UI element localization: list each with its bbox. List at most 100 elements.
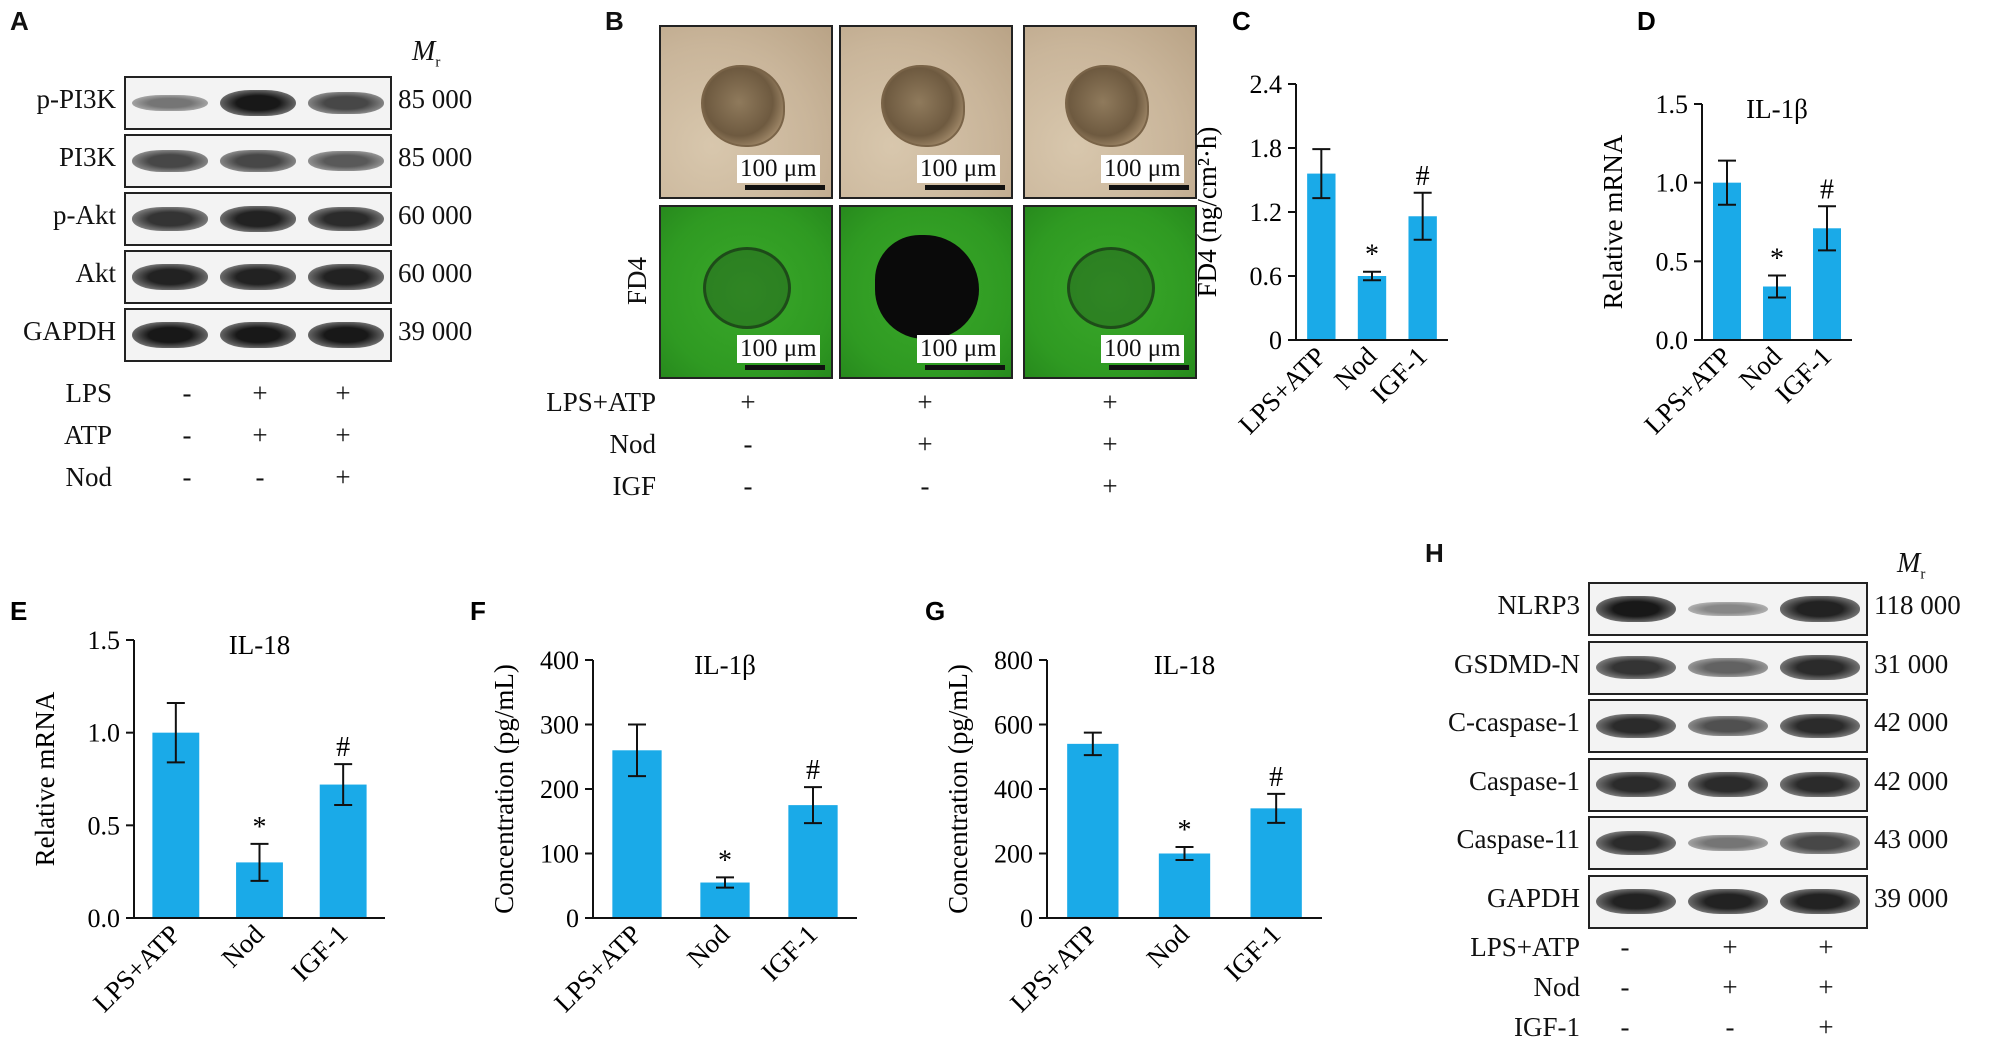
fd4-fluorescence-image: 100 μm (839, 205, 1013, 379)
organoid-silhouette (1067, 247, 1155, 329)
blot-band (308, 264, 384, 290)
blot-band (308, 206, 384, 232)
category-label: LPS+ATP (1233, 341, 1332, 440)
blot-band (132, 207, 208, 231)
treatment-sign: - (1620, 972, 1630, 1002)
molecular-weight: 85 000 (398, 142, 473, 172)
blot-label-caspase-11: Caspase-11 (1456, 824, 1580, 854)
panel-h-label: H (1425, 538, 1444, 568)
category-label: IGF-1 (1365, 341, 1433, 409)
y-axis-label: Relative mRNA (1598, 134, 1628, 309)
brightfield-image: 100 μm (839, 25, 1013, 199)
panel-letter: E (10, 596, 27, 626)
treatment-sign: + (917, 429, 933, 459)
treatment-label: LPS+ATP (1470, 932, 1580, 962)
molecular-weight: 39 000 (1874, 882, 1949, 913)
blot-label-c-caspase-1: C-caspase-1 (1448, 707, 1580, 737)
treatment-label: Nod (1533, 972, 1581, 1002)
organoid (701, 65, 785, 147)
panel-letter: C (1232, 6, 1251, 36)
molecular-weight: 42 000 (1874, 765, 1949, 796)
y-tick-label: 0.0 (88, 904, 121, 933)
blot-band (1780, 832, 1860, 854)
blot-band (1596, 655, 1676, 680)
treatment-label: LPS+ATP (546, 387, 656, 417)
treatment-sign: + (252, 378, 268, 408)
panel-letter: G (925, 596, 945, 626)
category-label: LPS+ATP (1638, 341, 1737, 440)
blot-label-caspase-1: Caspase-1 (1469, 765, 1580, 796)
panel-b-label: B (605, 6, 624, 36)
blot-band (1596, 713, 1676, 739)
blot-band (1596, 772, 1676, 797)
treatment-sign: - (182, 420, 192, 450)
significance-mark: # (1416, 161, 1430, 192)
y-tick-label: 0.5 (88, 811, 121, 840)
blot-band (1596, 888, 1676, 915)
fd4-fluorescence-image: 100 μm (659, 205, 833, 379)
y-tick-label: 0.6 (1250, 262, 1283, 291)
brightfield-image: 100 μm (1023, 25, 1197, 199)
y-tick-label: 1.0 (1656, 169, 1689, 198)
scale-bar-label: 100 μm (737, 155, 820, 183)
blot-band (1780, 713, 1860, 739)
treatment-label: IGF-1 (1514, 1012, 1580, 1042)
treatment-label: IGF (612, 471, 656, 501)
y-tick-label: 1.0 (88, 719, 121, 748)
chart-title: IL-1β (694, 650, 756, 680)
blot-strip (1588, 582, 1868, 636)
blot-band (308, 92, 384, 114)
treatment-sign: + (335, 378, 351, 408)
y-axis-label: Concentration (pg/mL) (489, 664, 519, 914)
blot-band (308, 321, 384, 349)
y-tick-label: 0.5 (1656, 247, 1689, 276)
organoid (881, 65, 965, 147)
mr-subscript: r (435, 54, 441, 71)
y-tick-label: 1.2 (1250, 198, 1283, 227)
category-label: IGF-1 (1769, 341, 1837, 409)
treatment-sign: - (920, 471, 930, 501)
treatment-sign: + (1818, 932, 1834, 962)
bar (612, 750, 662, 918)
significance-mark: # (336, 732, 350, 763)
y-tick-label: 200 (540, 775, 579, 804)
scale-bar-label: 100 μm (1101, 155, 1184, 183)
y-axis-label: Relative mRNA (30, 691, 60, 866)
bar (1357, 276, 1387, 340)
panel-a-mr-header: Mr (412, 36, 440, 72)
blot-band (1780, 596, 1860, 622)
treatment-sign: + (252, 420, 268, 450)
y-axis-label: FD4 (ng/cm²·h) (1192, 127, 1222, 298)
category-label: IGF-1 (1219, 919, 1287, 987)
blot-band (1688, 772, 1768, 797)
treatment-label: ATP (63, 420, 112, 450)
category-label: Nod (216, 919, 270, 973)
blot-band (220, 150, 296, 172)
bar (1067, 743, 1119, 918)
panel-letter: F (470, 596, 486, 626)
significance-mark: * (718, 845, 732, 876)
treatment-sign: + (1102, 429, 1118, 459)
bar (1250, 808, 1302, 918)
y-tick-label: 1.5 (88, 626, 121, 655)
treatment-sign: + (1818, 1012, 1834, 1042)
treatment-sign: + (1102, 387, 1118, 417)
blot-label-p-akt: p-Akt (53, 200, 116, 230)
blot-band (220, 89, 296, 117)
category-label: LPS+ATP (87, 919, 186, 1018)
blot-strip (1588, 640, 1868, 695)
treatment-sign: - (743, 429, 753, 459)
treatment-sign: - (1725, 1012, 1735, 1042)
scale-bar (745, 365, 825, 370)
blot-strip (1588, 816, 1868, 870)
treatment-sign: + (335, 420, 351, 450)
blot-strip (124, 308, 392, 362)
mr-subscript: r (1920, 566, 1926, 583)
y-tick-label: 200 (994, 840, 1033, 869)
blot-band (1688, 601, 1768, 617)
scale-bar (1109, 365, 1189, 370)
y-tick-label: 400 (540, 646, 579, 675)
scale-bar-label: 100 μm (737, 335, 820, 363)
treatment-sign: - (182, 462, 192, 492)
